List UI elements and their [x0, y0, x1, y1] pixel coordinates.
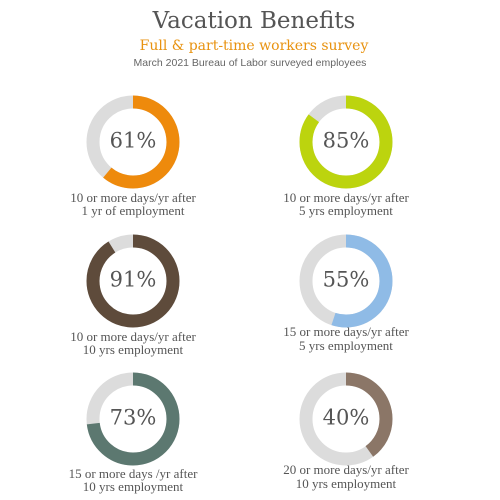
donut-arc: [86, 234, 180, 328]
caption: 15 or more days /yr after: [69, 466, 199, 481]
caption: 10 yrs employment: [296, 476, 397, 491]
caption: 10 or more days/yr after: [283, 190, 409, 205]
caption: 10 yrs employment: [83, 342, 184, 357]
title: Vacation Benefits: [152, 8, 356, 34]
percent-label: 55%: [323, 268, 370, 292]
subtitle: Full & part-time workers survey: [140, 38, 369, 54]
donut-arc: [86, 372, 180, 466]
caption: 10 or more days/yr after: [70, 329, 196, 344]
caption: 10 or more days/yr after: [70, 190, 196, 205]
donut-arc: [86, 95, 180, 189]
percent-label: 61%: [110, 129, 157, 153]
caption: 5 yrs employment: [299, 338, 393, 353]
percent-label: 40%: [323, 406, 370, 430]
caption: 10 yrs employment: [83, 479, 184, 494]
source: March 2021 Bureau of Labor surveyed empl…: [134, 57, 367, 69]
caption: 5 yrs employment: [299, 203, 393, 218]
donut-arc: [299, 95, 393, 189]
donut-arc: [299, 234, 393, 328]
caption: 20 or more days/yr after: [283, 462, 409, 477]
percent-label: 91%: [110, 268, 157, 292]
caption: 1 yr of employment: [82, 203, 185, 218]
donut-arc: [299, 372, 393, 466]
percent-label: 73%: [110, 406, 157, 430]
percent-label: 85%: [323, 129, 370, 153]
caption: 15 or more days/yr after: [283, 324, 409, 339]
